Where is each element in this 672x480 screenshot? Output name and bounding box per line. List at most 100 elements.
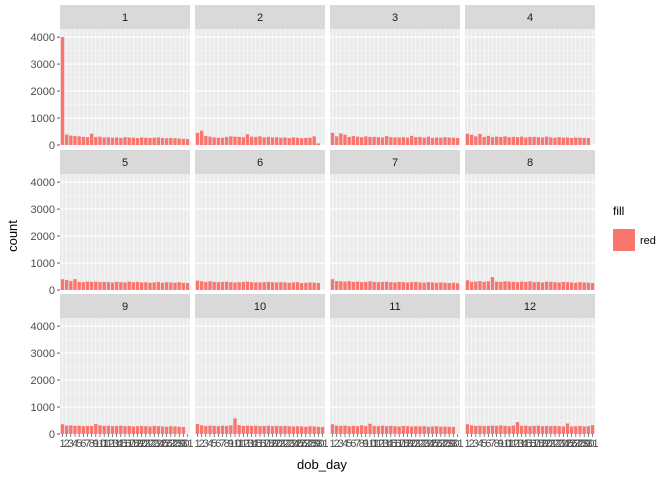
bar-4-day-12	[511, 136, 515, 145]
bar-5-day-2	[65, 280, 69, 290]
bar-4-day-24	[561, 137, 565, 145]
bar-4-day-1	[465, 133, 470, 145]
bar-7-day-21	[414, 281, 418, 290]
bar-11-day-4	[343, 425, 347, 434]
x-tick-label: 9	[228, 438, 234, 450]
x-tick-label: 4	[207, 438, 213, 450]
bar-12-day-7	[490, 425, 495, 434]
bar-3-day-19	[405, 137, 410, 145]
bar-7-day-2	[335, 281, 339, 290]
bar-5-day-18	[131, 282, 135, 290]
bar-6-day-8	[225, 281, 229, 290]
bar-4-day-23	[557, 137, 561, 145]
bar-2-day-26	[300, 138, 304, 145]
x-tick-label: 13	[241, 438, 253, 450]
x-tick-label: 28	[304, 438, 316, 450]
bar-2-day-9	[229, 136, 233, 145]
bar-7-day-12	[376, 282, 380, 290]
x-tick-label: 15	[520, 438, 532, 450]
bar-9-day-6	[81, 426, 85, 434]
bar-4-day-15	[524, 137, 528, 145]
x-tick-label: 25	[426, 438, 438, 450]
bar-10-day-18	[266, 425, 270, 434]
bar-8-day-28	[578, 282, 582, 290]
bar-3-day-22	[418, 136, 422, 145]
x-tick-label: 4	[477, 438, 483, 450]
bar-4-day-9	[499, 136, 503, 145]
bar-11-day-12	[376, 426, 380, 434]
x-tick-label: 24	[287, 438, 299, 450]
legend-title: fill	[613, 204, 624, 218]
bar-10-day-26	[300, 426, 304, 434]
bar-9-day-4	[73, 425, 77, 434]
bar-2-day-21	[279, 137, 283, 145]
bar-12-day-9	[499, 425, 503, 434]
bar-4-day-25	[565, 137, 570, 145]
bar-10-day-1	[195, 424, 200, 434]
bar-10-day-12	[241, 425, 245, 434]
x-tick-label: 5	[346, 438, 352, 450]
bar-8-day-10	[503, 281, 507, 290]
bar-4-day-30	[586, 137, 590, 145]
bar-6-day-3	[204, 281, 208, 290]
bar-4-day-4	[478, 133, 482, 145]
legend-label-red: red	[640, 235, 656, 247]
bar-2-day-16	[258, 136, 262, 145]
x-tick-label: 6	[80, 438, 86, 450]
bar-1-day-24	[156, 137, 160, 145]
strip-label-11: 11	[389, 301, 400, 313]
x-tick-label: 18	[397, 438, 409, 450]
bar-10-day-28	[308, 426, 312, 434]
bar-4-day-6	[486, 135, 490, 145]
bar-1-day-25	[160, 137, 165, 145]
x-tick-label: 11	[98, 438, 109, 450]
x-tick-label: 25	[291, 438, 303, 450]
bar-11-day-9	[364, 425, 368, 434]
bar-9-day-16	[123, 426, 127, 434]
bar-1-day-19	[135, 137, 140, 145]
bar-7-day-4	[343, 281, 347, 290]
bar-1-day-7	[85, 137, 90, 145]
bar-1-day-8	[90, 133, 94, 145]
bar-6-day-18	[266, 281, 270, 290]
bar-3-day-18	[401, 137, 405, 145]
bar-10-day-25	[295, 426, 300, 434]
y-tick-label: 2000	[31, 375, 55, 387]
x-tick-label: 17	[393, 438, 405, 450]
bar-10-day-10	[233, 418, 237, 434]
bar-3-day-9	[364, 136, 368, 145]
bar-8-day-29	[582, 282, 586, 290]
bar-11-day-21	[414, 426, 418, 434]
bar-5-day-3	[69, 281, 73, 290]
bar-5-day-12	[106, 282, 110, 290]
bar-10-day-29	[312, 426, 316, 434]
strip-label-10: 10	[254, 301, 266, 313]
bar-1-day-26	[165, 138, 169, 145]
x-tick-label: 20	[541, 438, 553, 450]
bar-12-day-26	[570, 426, 574, 434]
bar-4-day-19	[540, 137, 545, 145]
bar-9-day-2	[65, 425, 69, 434]
bar-5-day-11	[102, 281, 106, 290]
bar-10-day-15	[254, 425, 258, 434]
bar-2-day-17	[262, 137, 266, 145]
bar-6-day-5	[212, 281, 216, 290]
x-tick-label: 17	[258, 438, 270, 450]
bar-6-day-22	[283, 282, 287, 290]
strip-background	[60, 294, 190, 318]
bar-7-day-17	[397, 281, 401, 290]
bar-4-day-20	[545, 136, 549, 145]
bar-6-day-30	[316, 282, 320, 290]
x-tick-label: 16	[119, 438, 131, 450]
bar-5-day-1	[60, 279, 65, 290]
x-tick-label: 5	[481, 438, 487, 450]
bar-2-day-23	[287, 137, 291, 145]
x-tick-label: 3	[473, 438, 479, 450]
bar-8-day-21	[549, 281, 553, 290]
x-tick-label: 4	[342, 438, 348, 450]
bar-9-day-29	[177, 426, 181, 434]
x-tick-label: 3	[203, 438, 209, 450]
bar-7-day-23	[422, 282, 426, 290]
bar-3-day-15	[389, 137, 393, 145]
